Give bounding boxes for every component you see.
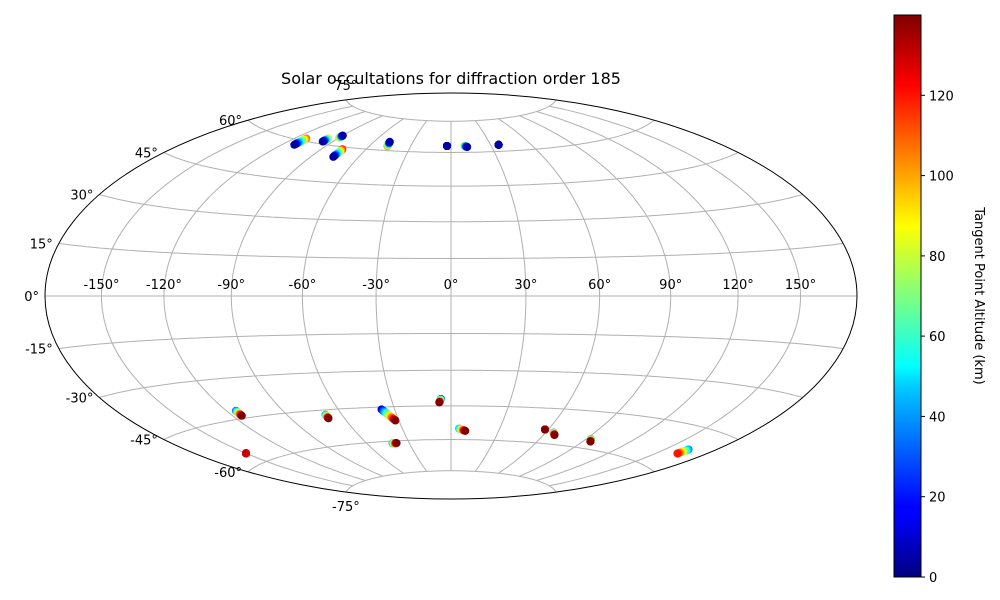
occultation-point [324,414,333,423]
lon-tick-label: 30° [514,278,537,293]
lat-tick-label: 45° [135,147,158,162]
occultation-point [586,437,595,446]
colorbar-tick-label: 120 [929,89,954,104]
lon-tick-label: -60° [289,278,317,293]
occultation-point [673,449,682,458]
colorbar-tick-label: 40 [929,410,946,425]
occultation-point [435,398,444,407]
lat-tick-label: -75° [332,500,360,515]
parallel-line [99,369,803,398]
lat-tick-label: -15° [25,343,53,358]
parallel-line [163,405,739,440]
chart-title: Solar occultations for diffraction order… [281,69,621,88]
lat-tick-label: -45° [130,434,158,449]
longitude-tick-labels: -150° -120° -90° -60° -30° 0° 30° 60° 90° 120° 150… [83,278,816,293]
parallel-line [58,243,844,259]
lon-tick-label: -150° [83,278,119,293]
occultation-point [237,411,246,420]
lat-tick-label: -60° [214,466,242,481]
latitude-tick-labels: 75° 60° 45° 30° 15° 0° -15° -30° -45° -60° -75° [24,79,360,515]
parallel-line [58,333,844,349]
lon-tick-label: -30° [362,278,390,293]
lon-tick-label: 60° [588,278,611,293]
lat-tick-label: 0° [24,290,39,305]
parallel-line [99,194,803,223]
occultation-point [392,439,401,448]
colorbar-tick-label: 60 [929,330,946,345]
occultation-point [338,131,347,140]
occultation-point [391,416,400,425]
colorbar-tick-label: 20 [929,491,946,506]
lon-tick-label: -90° [217,278,245,293]
colorbar [893,14,922,578]
occultation-point [550,431,559,439]
lon-tick-label: -120° [146,278,182,293]
colorbar-tick-label: 0 [929,571,937,586]
lat-tick-label: 30° [70,189,93,204]
colorbar-tick-label: 80 [929,250,946,265]
colorbar-label: Tangent Point Altitude (km) [971,206,986,384]
parallel-line [247,439,655,473]
occultation-point [541,425,549,434]
parallel-line [247,119,655,153]
colorbar-ticks: 0 20 40 60 80 100 120 [921,89,954,586]
occultation-point [494,140,503,149]
lon-tick-label: 90° [659,278,682,293]
occultation-point [242,449,250,458]
lon-tick-label: 120° [722,278,753,293]
parallel-line [163,152,739,187]
parallel-line [345,99,557,122]
parallel-line [345,470,557,493]
lon-tick-label: 0° [444,278,459,293]
scatter-points [231,131,693,458]
occultation-point [385,137,394,146]
lat-tick-label: 60° [219,114,242,129]
map-boundary [44,92,858,500]
lat-tick-label: 15° [30,238,53,253]
lon-tick-label: 150° [785,278,816,293]
lat-tick-label: 75° [334,79,357,94]
graticule [45,99,857,493]
colorbar-tick-label: 100 [929,170,954,185]
lat-tick-label: -30° [66,392,94,407]
map-outline [44,92,858,500]
occultation-point [290,140,299,149]
occultation-point [329,152,338,161]
occultation-point [461,426,470,435]
occultation-point [443,142,451,150]
occultation-point [318,137,327,146]
occultation-point [463,142,472,151]
